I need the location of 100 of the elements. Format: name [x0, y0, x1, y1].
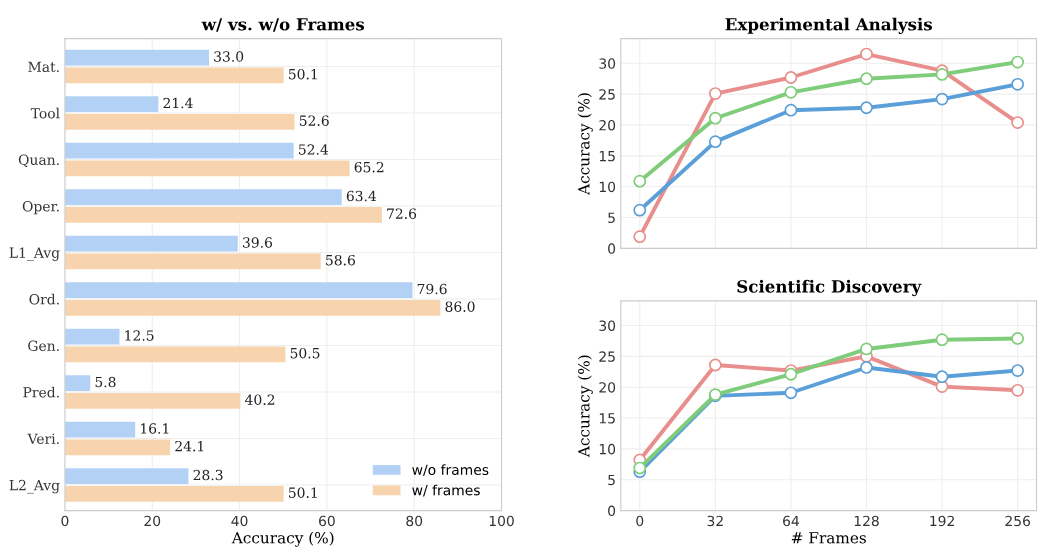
y-tick-label: Gen. — [28, 340, 59, 351]
y-tick-label: 10 — [599, 443, 616, 455]
y-tick-label: 25 — [599, 351, 615, 362]
y-tick-label: Ord. — [29, 293, 59, 305]
bar — [64, 96, 159, 113]
y-tick-label: 20 — [599, 119, 616, 131]
chart-title: Experimental Analysis — [725, 17, 932, 35]
data-label: 52.4 — [299, 144, 329, 155]
data-label: 50.5 — [290, 347, 320, 359]
x-tick-label: 256 — [1005, 515, 1031, 527]
data-label: 24.1 — [175, 440, 204, 452]
y-tick-label: 15 — [599, 413, 615, 424]
data-label: 40.2 — [245, 394, 275, 405]
y-tick-label: Veri. — [27, 433, 59, 444]
y-tick-label: 25 — [599, 89, 615, 100]
data-label: 50.1 — [289, 487, 317, 498]
y-axis-title: Accuracy (%) — [577, 93, 593, 196]
bar — [64, 468, 189, 485]
data-label: 72.6 — [387, 208, 417, 219]
y-tick-label: 20 — [599, 382, 616, 393]
bar — [64, 421, 136, 438]
bar — [64, 235, 238, 252]
bar — [64, 67, 284, 84]
data-label: 21.4 — [163, 97, 193, 109]
y-tick-label: Pred. — [23, 386, 59, 398]
x-tick-label: 60 — [319, 515, 335, 527]
point — [1011, 332, 1025, 345]
y-tick-label: Tool — [30, 107, 60, 119]
point — [708, 111, 722, 125]
bar — [64, 485, 284, 502]
x-tick-label: 192 — [930, 515, 954, 527]
x-tick-label: 40 — [231, 515, 248, 527]
point — [633, 230, 647, 244]
bar — [64, 392, 241, 409]
y-tick-label: 30 — [599, 320, 616, 331]
point — [1011, 383, 1025, 397]
y-tick-label: 5 — [608, 212, 615, 224]
point — [708, 87, 722, 100]
bar — [64, 299, 441, 316]
data-label: 52.6 — [299, 115, 329, 126]
legend-label: w/o frames — [412, 464, 489, 477]
x-tick-label: 32 — [707, 515, 723, 527]
point — [1011, 77, 1025, 91]
data-label: 65.2 — [354, 161, 384, 173]
data-label: 5.8 — [95, 376, 116, 388]
point — [1011, 55, 1025, 69]
point — [633, 174, 647, 188]
y-tick-label: Oper. — [22, 201, 59, 215]
x-tick-label: 128 — [854, 515, 879, 527]
x-tick-label: 0 — [61, 515, 69, 527]
x-axis-title: Accuracy (%) — [231, 531, 334, 547]
y-tick-label: 5 — [608, 474, 615, 486]
point — [784, 386, 798, 400]
point — [1011, 364, 1025, 377]
bar — [64, 282, 413, 299]
point — [860, 342, 873, 356]
bar — [64, 328, 120, 345]
x-tick-label: 0 — [636, 515, 644, 527]
point — [935, 333, 949, 347]
bar — [64, 346, 286, 363]
bar — [64, 206, 382, 223]
data-label: 16.1 — [141, 423, 169, 434]
y-tick-label: L1_Avg — [9, 247, 60, 261]
point — [784, 367, 798, 381]
legend-label: w/ frames — [412, 484, 480, 497]
point — [860, 361, 873, 374]
x-tick-label: 20 — [144, 515, 161, 527]
data-label: 50.1 — [289, 68, 317, 80]
x-axis-title: # Frames — [791, 532, 866, 544]
bar — [64, 142, 294, 159]
y-tick-label: 10 — [599, 181, 616, 193]
chart-title: Scientific Discovery — [737, 279, 922, 297]
y-tick-label: Mat. — [28, 61, 59, 73]
x-tick-label: 100 — [489, 515, 514, 527]
y-tick-label: 0 — [608, 243, 616, 254]
point — [860, 47, 873, 61]
x-tick-label: 80 — [406, 515, 423, 527]
point — [1011, 116, 1025, 129]
bar — [64, 189, 342, 206]
data-label: 39.6 — [243, 237, 273, 248]
y-tick-label: 30 — [599, 58, 616, 69]
y-tick-label: 0 — [608, 505, 616, 517]
x-tick-label: 64 — [783, 515, 799, 527]
point — [935, 92, 949, 106]
data-label: 33.0 — [214, 51, 244, 62]
bar — [64, 113, 295, 130]
data-label: 58.6 — [326, 254, 355, 266]
point — [708, 358, 722, 372]
bar — [64, 253, 321, 270]
point — [860, 72, 873, 86]
point — [860, 101, 873, 115]
bar — [64, 49, 209, 66]
data-label: 79.6 — [417, 283, 447, 295]
bar — [64, 160, 350, 177]
data-label: 12.5 — [125, 330, 154, 341]
point — [784, 71, 798, 84]
bar — [64, 439, 171, 456]
y-tick-label: L2_Avg — [9, 479, 60, 494]
chart-title: w/ vs. w/o Frames — [201, 18, 365, 32]
bar — [64, 375, 91, 392]
